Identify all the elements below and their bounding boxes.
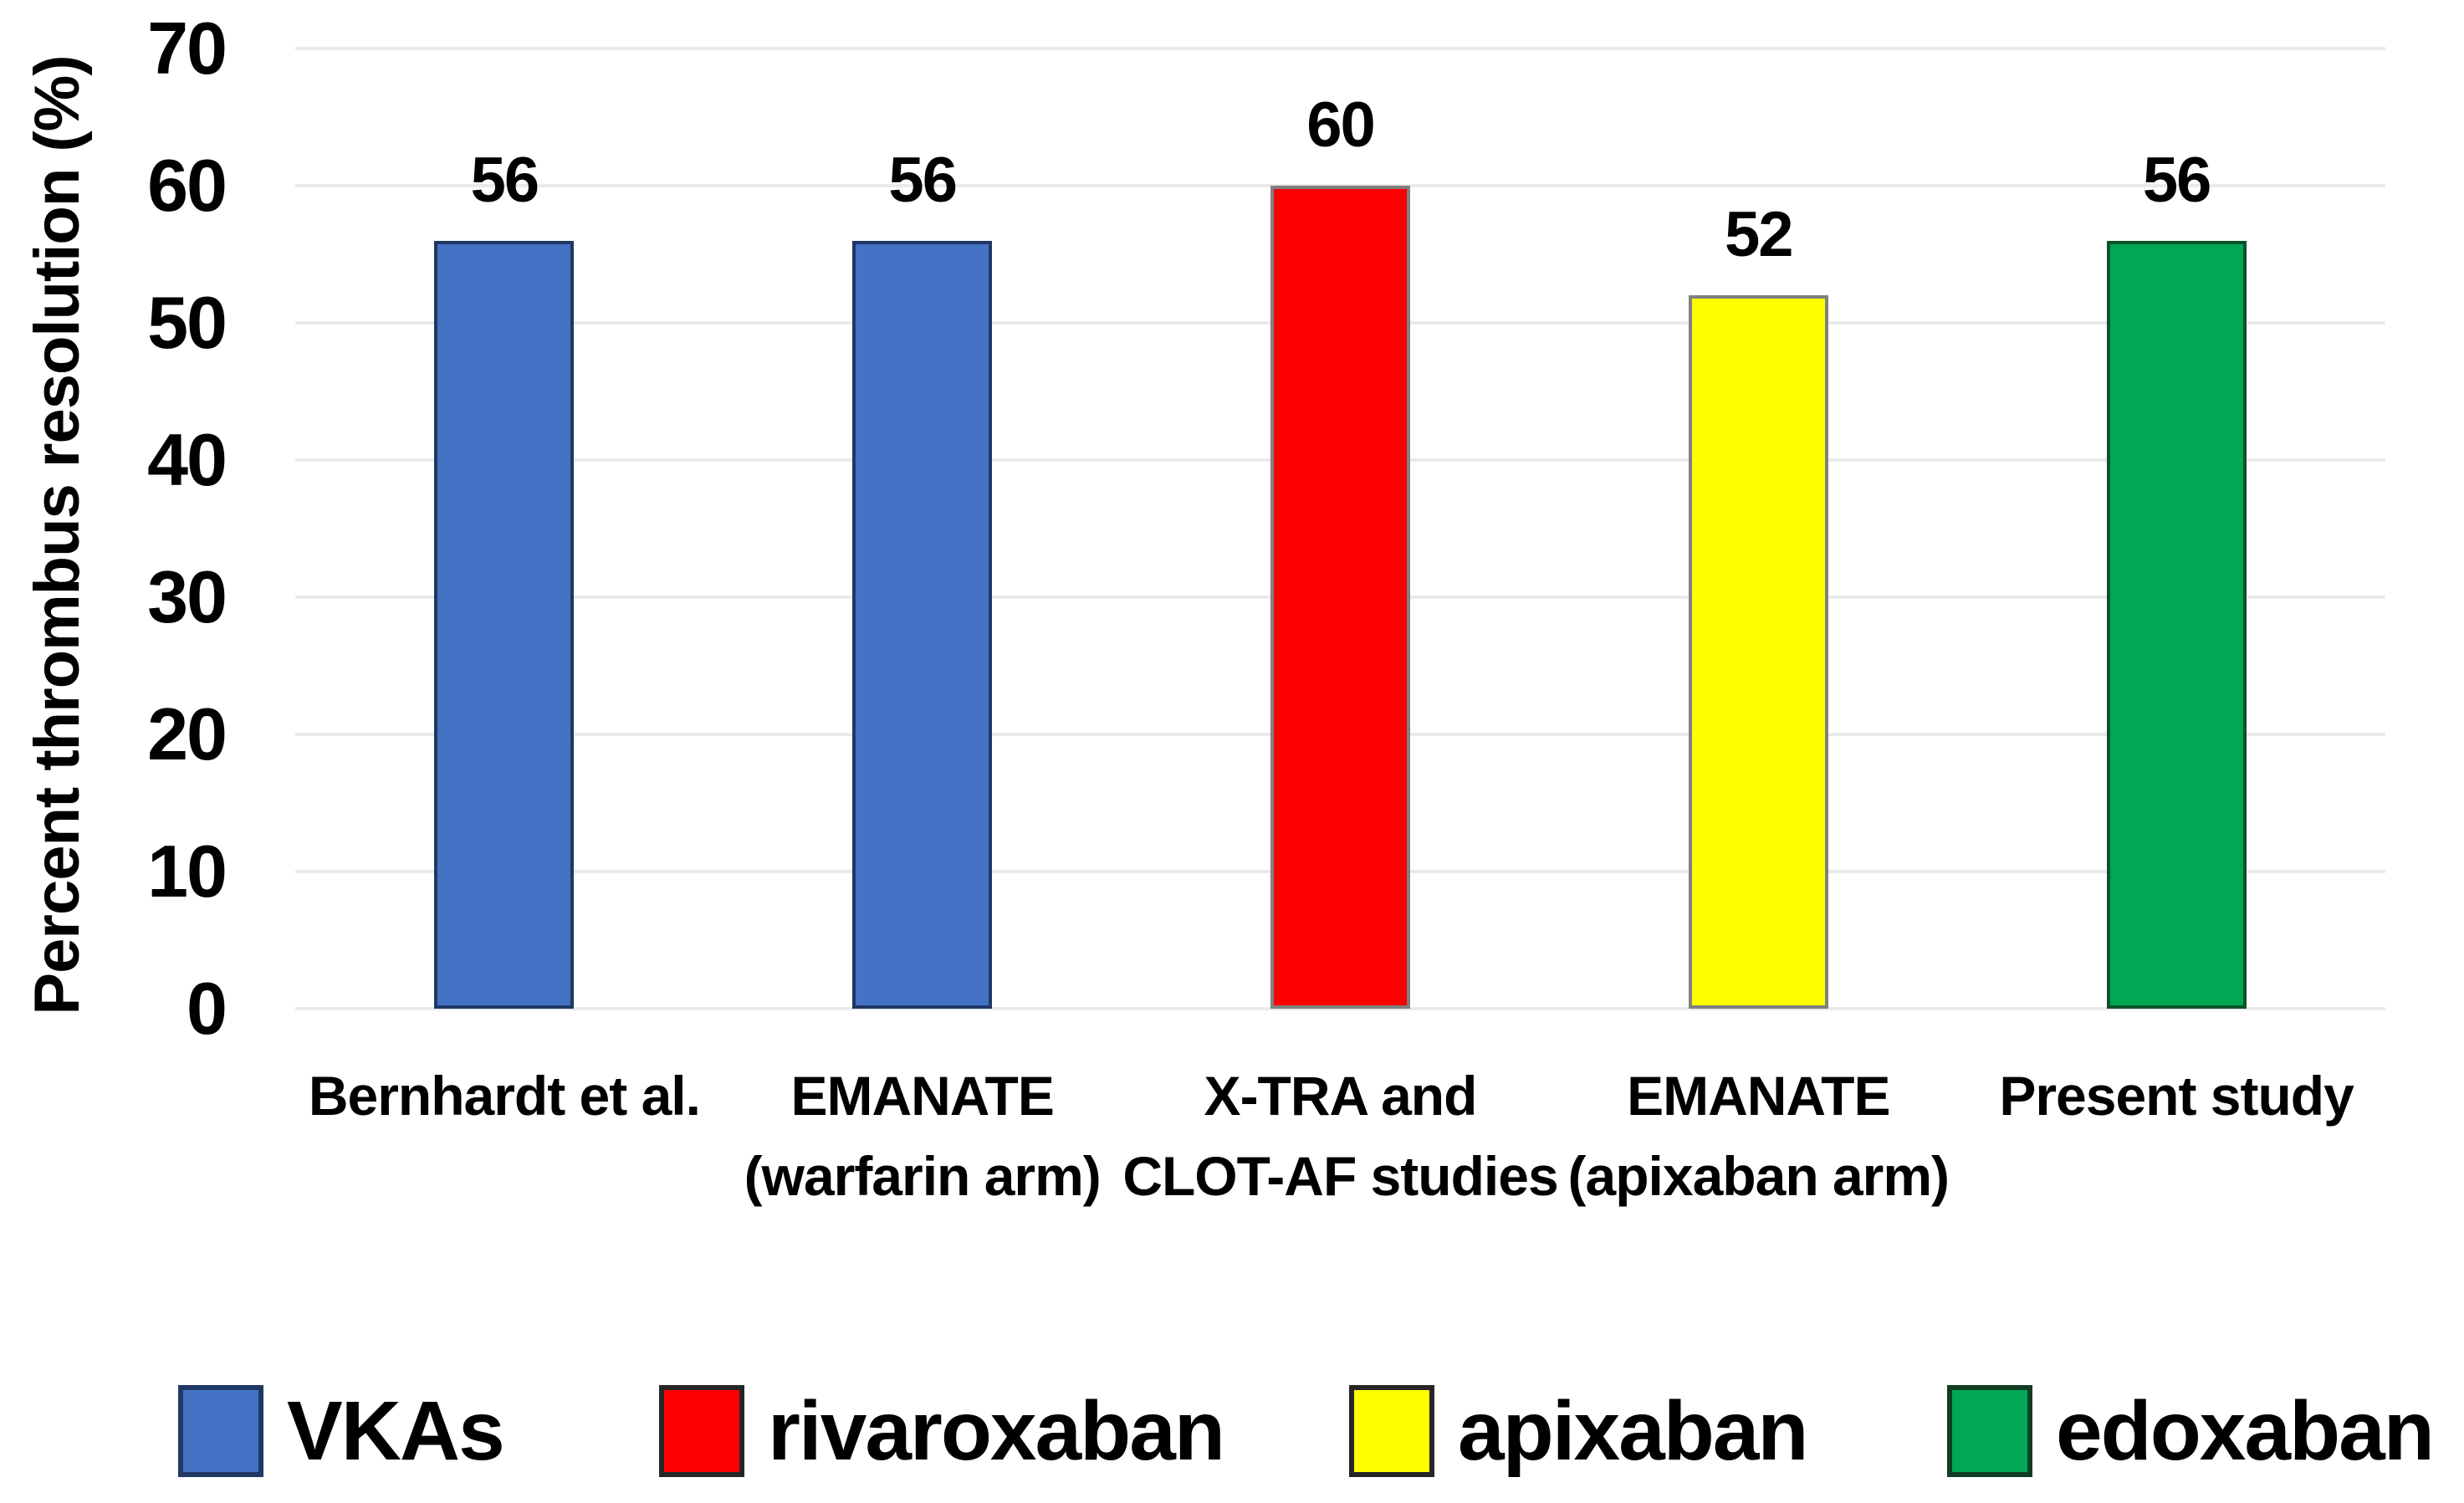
legend-item-rivaroxaban: rivaroxaban [659, 1378, 1225, 1484]
legend-swatch [1947, 1385, 2032, 1477]
gridline [295, 47, 2385, 50]
legend: VKAs rivaroxaban apixaban edoxaban [0, 1378, 2464, 1487]
bar-4 [1688, 295, 1828, 1009]
bar-1 [434, 240, 575, 1009]
legend-item-vkas: VKAs [178, 1378, 505, 1484]
x-axis-category-label: EMANATE (warfarin arm) [744, 1065, 1102, 1207]
bar-value-label: 60 [1306, 89, 1376, 161]
x-axis-category-label: Bernhardt et al. [308, 1065, 701, 1127]
y-tick-label: 30 [147, 555, 227, 638]
y-tick-label: 10 [147, 830, 227, 913]
legend-swatch [659, 1385, 744, 1477]
y-tick-label: 70 [147, 7, 227, 89]
legend-label: apixaban [1458, 1384, 1808, 1478]
plot-area: 56 56 60 52 56 [295, 47, 2385, 1010]
legend-label: edoxaban [2056, 1384, 2435, 1478]
bar-value-label: 56 [470, 144, 540, 216]
legend-swatch [178, 1385, 263, 1477]
bar-5 [2106, 240, 2247, 1009]
legend-item-edoxaban: edoxaban [1947, 1378, 2435, 1484]
x-axis-category-label: EMANATE (apixaban arm) [1567, 1065, 1950, 1207]
y-tick-label: 0 [187, 967, 227, 1050]
legend-label: VKAs [287, 1384, 505, 1478]
legend-item-apixaban: apixaban [1349, 1378, 1808, 1484]
bar-2 [852, 240, 993, 1009]
x-axis-category-label: X-TRA and CLOT-AF studies [1122, 1065, 1558, 1207]
gridline [295, 1007, 2385, 1010]
x-axis-category-label: Present study [1999, 1065, 2354, 1127]
bar-value-label: 56 [2142, 144, 2212, 216]
legend-label: rivaroxaban [768, 1384, 1225, 1478]
bar-value-label: 56 [888, 144, 958, 216]
bar-3 [1270, 186, 1410, 1009]
legend-swatch [1349, 1385, 1434, 1477]
y-tick-label: 50 [147, 281, 227, 364]
y-axis-ticks: 0 10 20 30 40 50 60 70 [0, 0, 227, 1087]
y-tick-label: 40 [147, 418, 227, 501]
bar-value-label: 52 [1725, 199, 1794, 271]
y-tick-label: 60 [147, 144, 227, 227]
y-tick-label: 20 [147, 693, 227, 775]
